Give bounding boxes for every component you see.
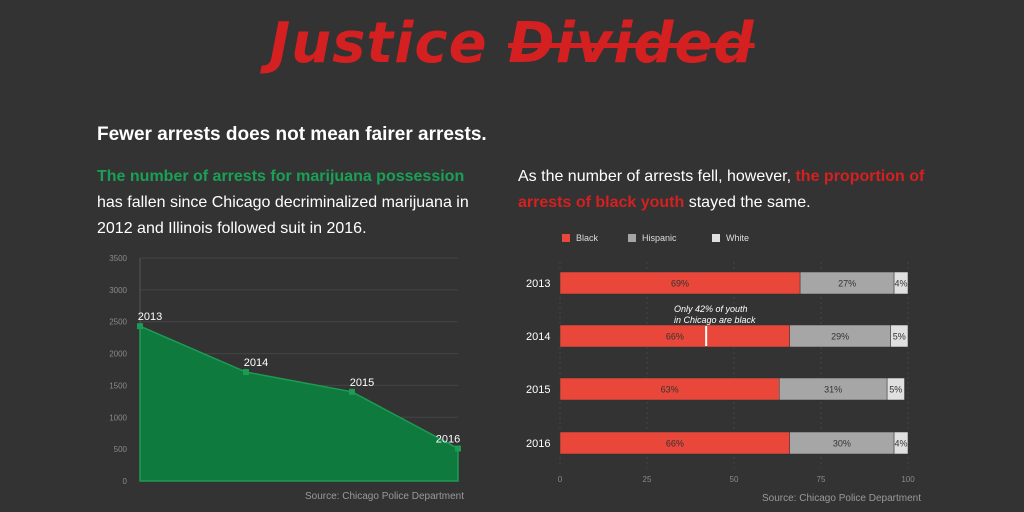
annotation-text-line2: in Chicago are black	[674, 315, 756, 325]
area-ytick-label: 3500	[109, 254, 127, 263]
area-ytick-label: 1500	[109, 381, 127, 390]
legend-label-hispanic: Hispanic	[642, 233, 677, 243]
area-ytick-label: 500	[114, 445, 128, 454]
right-source: Source: Chicago Police Department	[762, 493, 921, 504]
bar-data-label: 30%	[833, 439, 851, 449]
left-rest: has fallen since Chicago decriminalized …	[97, 194, 469, 237]
bar-data-label: 69%	[671, 279, 689, 289]
bar-segment-white	[886, 377, 905, 401]
area-ytick-label: 0	[123, 477, 128, 486]
bar-category-label: 2013	[526, 278, 550, 290]
bar-xtick-label: 50	[730, 475, 739, 484]
legend-label-black: Black	[576, 233, 599, 243]
bar-data-label: 27%	[838, 279, 856, 289]
bar-data-label: 66%	[666, 439, 684, 449]
left-paragraph: The number of arrests for marijuana poss…	[97, 164, 487, 242]
bar-category-label: 2016	[526, 438, 550, 450]
bar-segment-white	[893, 431, 909, 455]
area-ytick-label: 2500	[109, 318, 127, 327]
area-point	[349, 388, 355, 395]
legend-swatch-black	[562, 234, 570, 242]
annotation-text-line1: Only 42% of youth	[674, 304, 748, 314]
legend-label-white: White	[726, 233, 749, 243]
area-point	[137, 323, 143, 330]
bar-data-label: 4%	[895, 439, 908, 449]
area-point-label: 2013	[138, 311, 162, 323]
right-highlight: the proportion of arrests of black youth	[518, 168, 925, 211]
title-word-divided: Divided	[508, 11, 755, 76]
bar-segment-white	[893, 271, 909, 295]
bar-xtick-label: 0	[558, 475, 563, 484]
right-lead: As the number of arrests fell, however,	[518, 168, 796, 185]
right-rest: stayed the same.	[684, 194, 811, 211]
bar-xtick-label: 75	[817, 475, 826, 484]
title-word-justice: Justice	[269, 11, 488, 76]
bar-data-label: 31%	[824, 385, 842, 395]
area-ytick-label: 3000	[109, 286, 127, 295]
right-paragraph: As the number of arrests fell, however, …	[518, 164, 938, 216]
bar-data-label: 5%	[893, 332, 906, 342]
area-ytick-label: 1000	[109, 413, 127, 422]
bar-data-label: 63%	[661, 385, 679, 395]
area-fill	[139, 325, 459, 482]
bar-category-label: 2015	[526, 384, 550, 396]
bar-data-label: 5%	[889, 385, 902, 395]
area-point	[455, 445, 461, 452]
bar-data-label: 4%	[895, 279, 908, 289]
bar-data-label: 29%	[831, 332, 849, 342]
left-source: Source: Chicago Police Department	[305, 491, 464, 502]
area-point	[243, 369, 249, 376]
legend-swatch-hispanic	[628, 234, 636, 242]
bar-xtick-label: 25	[643, 475, 652, 484]
page-title: Justice Divided	[0, 16, 1024, 72]
area-point-label: 2014	[244, 357, 268, 369]
bar-data-label: 66%	[666, 332, 684, 342]
legend-swatch-white	[712, 234, 720, 242]
subtitle: Fewer arrests does not mean fairer arres…	[97, 124, 487, 145]
bar-category-label: 2014	[526, 331, 550, 343]
bar-xtick-label: 100	[901, 475, 915, 484]
area-ytick-label: 2000	[109, 350, 127, 359]
area-point-label: 2015	[350, 377, 374, 389]
area-point-label: 2016	[436, 434, 460, 446]
left-highlight: The number of arrests for marijuana poss…	[97, 168, 465, 185]
bar-segment-white	[890, 324, 909, 348]
